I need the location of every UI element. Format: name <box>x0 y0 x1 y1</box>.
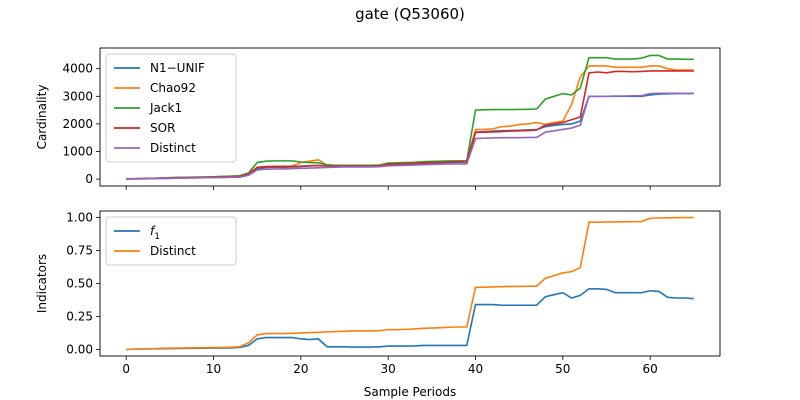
y-tick-label: 1.00 <box>66 211 93 225</box>
legend-box <box>105 216 237 266</box>
x-tick-label: 50 <box>555 362 570 376</box>
y-tick-label: 0.50 <box>66 277 93 291</box>
y-tick-label: 1000 <box>62 145 93 159</box>
y-tick-label: 0 <box>85 172 93 186</box>
x-tick-label: 30 <box>381 362 396 376</box>
legend-label: Chao92 <box>150 81 196 95</box>
axes-frame <box>99 47 721 187</box>
series-line-1-0 <box>126 287 694 351</box>
x-tick-label: 0 <box>122 362 130 376</box>
x-tick-label: 60 <box>643 362 658 376</box>
y-tick-label: 4000 <box>62 62 93 76</box>
legend-label: f1 <box>150 224 160 242</box>
figure-title: gate (Q53060) <box>355 5 465 23</box>
series-line-1-1 <box>126 216 694 351</box>
x-tick-label: 20 <box>293 362 308 376</box>
legend-label: N1−UNIF <box>150 61 205 75</box>
legend-label: Distinct <box>150 244 196 258</box>
x-tick-label: 40 <box>468 362 483 376</box>
cardinality-subplot: 0 1000 2000 3000 4000 Cardinality N1−UNIF Chao9… <box>35 47 721 190</box>
y-tick-label: 0.00 <box>66 342 93 356</box>
legend-box <box>105 53 237 163</box>
x-axis-label: Sample Periods <box>364 385 456 399</box>
y-axis-label: Indicators <box>35 254 49 313</box>
y-tick-label: 2000 <box>62 117 93 131</box>
legend-label: Jack1 <box>149 101 182 115</box>
indicators-subplot: 0 10 20 30 40 50 60 0.00 0.25 0.50 0.75 1.00 Indicat… <box>35 210 721 376</box>
y-tick-label: 3000 <box>62 89 93 103</box>
series-line-0-4 <box>126 92 694 180</box>
y-tick-label: 0.75 <box>66 244 93 258</box>
legend-label: Distinct <box>150 141 196 155</box>
x-tick-label: 10 <box>206 362 221 376</box>
y-tick-label: 0.25 <box>66 309 93 323</box>
y-axis-label: Cardinality <box>35 85 49 150</box>
legend-label: SOR <box>150 121 175 135</box>
